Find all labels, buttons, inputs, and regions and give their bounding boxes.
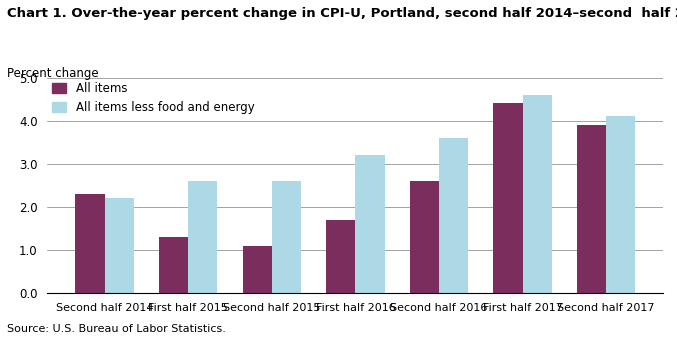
Bar	[272, 181, 301, 293]
Bar	[523, 95, 552, 293]
Bar	[439, 138, 468, 293]
Bar	[105, 198, 134, 293]
Text: Chart 1. Over-the-year percent change in CPI-U, Portland, second half 2014–secon: Chart 1. Over-the-year percent change in…	[7, 7, 677, 20]
Legend: All items, All items less food and energy: All items, All items less food and energ…	[47, 78, 259, 119]
Bar	[188, 181, 217, 293]
Bar	[326, 220, 355, 293]
Bar	[242, 246, 272, 293]
Bar	[410, 181, 439, 293]
Bar	[159, 237, 188, 293]
Bar	[355, 155, 385, 293]
Bar	[75, 194, 105, 293]
Bar	[577, 125, 606, 293]
Bar	[494, 103, 523, 293]
Text: Source: U.S. Bureau of Labor Statistics.: Source: U.S. Bureau of Labor Statistics.	[7, 324, 225, 334]
Text: Percent change: Percent change	[7, 67, 98, 81]
Bar	[606, 116, 636, 293]
